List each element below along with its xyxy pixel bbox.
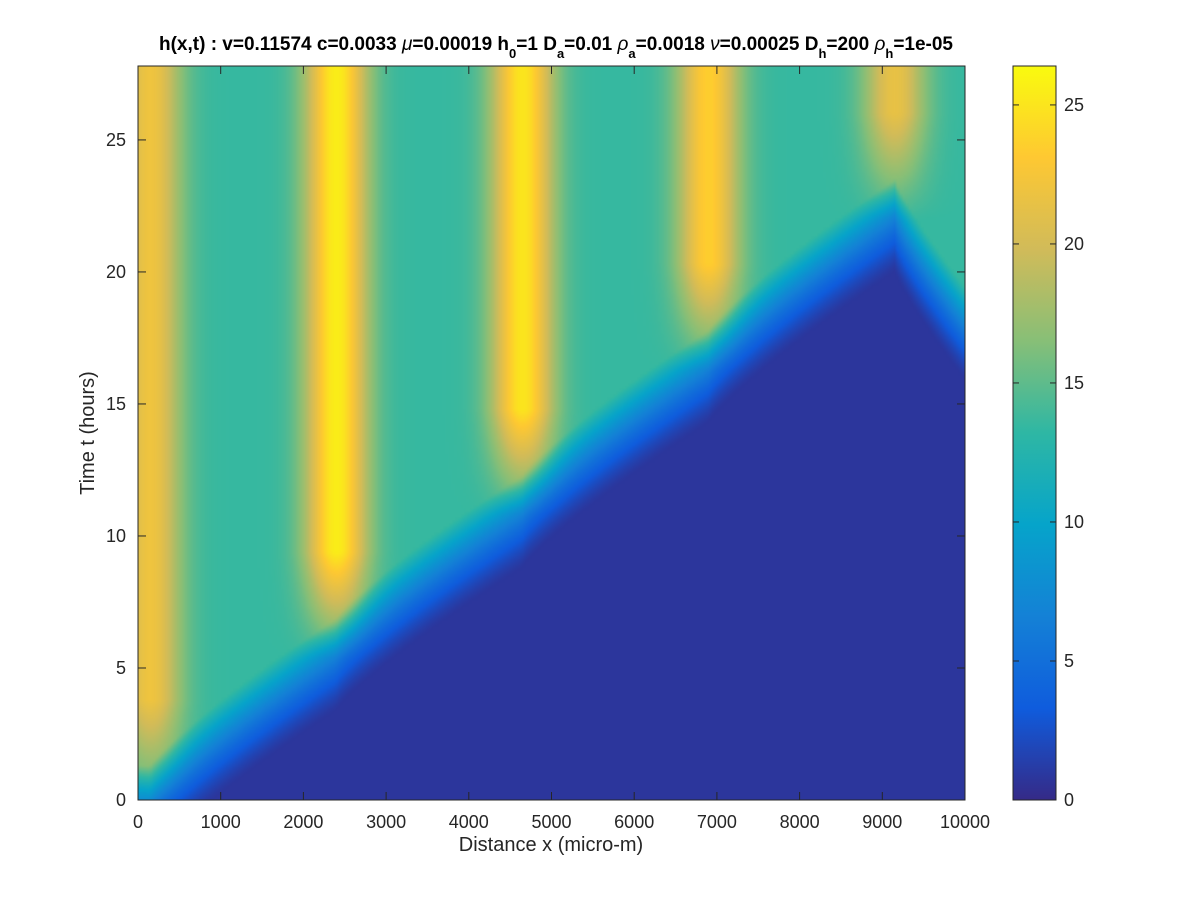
title-segment: h (818, 46, 826, 61)
x-tick-label: 0 (133, 812, 143, 832)
colorbar-tick-label: 20 (1064, 234, 1084, 254)
x-tick-label: 6000 (614, 812, 654, 832)
x-tick-label: 4000 (449, 812, 489, 832)
x-tick-label: 8000 (780, 812, 820, 832)
x-tick-label: 1000 (201, 812, 241, 832)
y-tick-label: 15 (106, 394, 126, 414)
title-segment: a (628, 46, 636, 61)
title-segment: 0 (509, 46, 516, 61)
y-tick-label: 20 (106, 262, 126, 282)
colorbar-tick-label: 10 (1064, 512, 1084, 532)
y-tick-label: 10 (106, 526, 126, 546)
title-segment: =0.00019 h (412, 34, 509, 55)
plot-area (137, 65, 966, 801)
title-segment: =0.0018 (636, 34, 711, 55)
colorbar-tick-label: 15 (1064, 373, 1084, 393)
title-segment: ν (710, 34, 720, 55)
title-segment: ρ (617, 34, 629, 55)
x-tick-label: 10000 (940, 812, 990, 832)
y-tick-label: 5 (116, 658, 126, 678)
title-segment: =1 D (516, 34, 557, 55)
colorbar-tick-label: 25 (1064, 95, 1084, 115)
y-tick-label: 25 (106, 130, 126, 150)
title-segment: h(x,t) : v=0.11574 c=0.0033 (159, 34, 402, 55)
x-tick-label: 9000 (862, 812, 902, 832)
y-axis-label: Time t (hours) (77, 371, 99, 495)
x-tick-label: 5000 (531, 812, 571, 832)
title-segment: =0.01 (564, 34, 617, 55)
title-segment: h (885, 46, 893, 61)
colorbar-gradient (1013, 66, 1056, 800)
colorbar-tick-label: 0 (1064, 790, 1074, 810)
colorbar-tick-label: 5 (1064, 651, 1074, 671)
y-axis: 0 5 10 15 20 25 (106, 130, 965, 810)
x-axis: 0 1000 2000 3000 4000 5000 6000 7000 8000 9000 100… (133, 66, 990, 832)
heatmap-image (138, 66, 965, 800)
chart-title: h(x,t) : v=0.11574 c=0.0033 μ=0.00019 h0… (159, 34, 953, 61)
colorbar: 0 5 10 15 20 25 (1012, 65, 1084, 810)
y-tick-label: 0 (116, 790, 126, 810)
x-tick-label: 2000 (283, 812, 323, 832)
colorbar-frame (1012, 65, 1057, 801)
x-axis-label: Distance x (micro-m) (459, 834, 643, 856)
title-segment: μ (401, 34, 413, 55)
x-tick-label: 7000 (697, 812, 737, 832)
title-segment: ρ (873, 34, 885, 55)
x-tick-label: 3000 (366, 812, 406, 832)
title-segment: a (557, 46, 565, 61)
title-segment: =200 (826, 34, 874, 55)
title-segment: =1e-05 (893, 34, 953, 55)
colorbar-ticks: 0 5 10 15 20 25 (1013, 95, 1084, 810)
title-segment: =0.00025 D (720, 34, 819, 55)
